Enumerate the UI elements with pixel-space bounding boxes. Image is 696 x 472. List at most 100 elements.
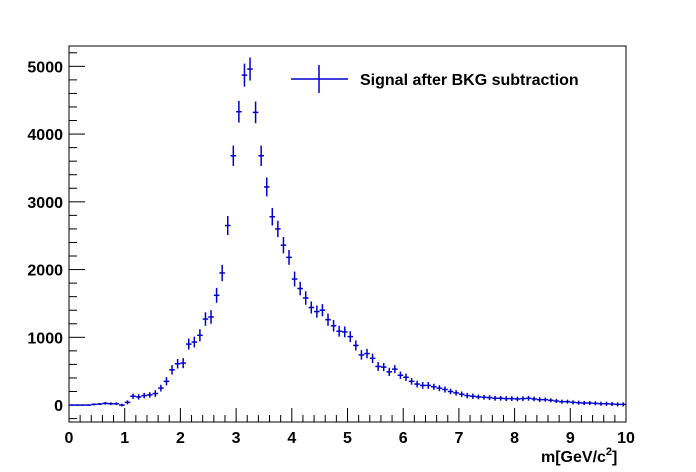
data-point: [403, 373, 409, 382]
data-point: [319, 304, 326, 317]
data-point: [548, 398, 554, 403]
x-tick-label: 10: [617, 430, 635, 447]
data-point: [503, 396, 510, 401]
data-point: [291, 271, 298, 287]
data-point: [364, 348, 370, 359]
x-tick-label: 6: [399, 430, 408, 447]
x-tick-label: 7: [454, 430, 463, 447]
data-point: [408, 377, 415, 385]
data-point: [146, 392, 153, 398]
x-tick-label: 1: [120, 430, 129, 447]
data-point: [219, 264, 225, 282]
data-point: [230, 145, 237, 166]
data-point: [614, 402, 621, 407]
data-point: [386, 367, 393, 376]
data-point: [341, 326, 348, 338]
data-point: [419, 382, 426, 389]
data-point: [224, 216, 231, 236]
data-point: [542, 397, 549, 402]
data-point: [91, 403, 97, 406]
data-point: [397, 371, 404, 379]
data-point: [470, 393, 476, 399]
data-point: [453, 390, 459, 396]
data-point: [525, 395, 532, 401]
data-point: [124, 400, 131, 405]
data-point: [163, 377, 170, 386]
data-point: [570, 400, 576, 405]
data-point: [581, 400, 588, 406]
data-point: [308, 301, 315, 314]
data-point: [587, 400, 593, 406]
data-point: [536, 397, 543, 403]
data-point: [575, 400, 582, 405]
data-point: [102, 402, 108, 405]
data-point: [85, 404, 92, 406]
data-point: [302, 291, 309, 305]
data-point: [247, 57, 253, 81]
data-point: [442, 386, 448, 393]
data-point: [141, 392, 147, 399]
data-point: [208, 310, 214, 324]
data-point: [236, 100, 242, 123]
data-point: [241, 63, 248, 87]
data-point: [185, 338, 192, 350]
data-point: [269, 207, 276, 226]
data-point: [380, 363, 387, 372]
data-point: [447, 388, 454, 395]
data-point: [96, 403, 103, 406]
data-point: [275, 220, 281, 238]
data-point: [492, 395, 498, 401]
data-point: [592, 401, 599, 406]
data-point: [553, 398, 560, 404]
data-point: [464, 392, 471, 399]
data-point: [531, 396, 537, 402]
data-point: [392, 365, 398, 374]
data-point: [481, 394, 487, 400]
data-point: [158, 384, 164, 392]
data-point: [347, 331, 354, 343]
data-point: [475, 394, 482, 400]
data-point: [486, 395, 493, 400]
data-point: [330, 320, 337, 332]
data-point: [202, 312, 209, 326]
data-point: [80, 404, 86, 406]
data-point: [336, 325, 342, 337]
data-point: [620, 402, 626, 407]
x-tick-label: 2: [176, 430, 185, 447]
y-tick-label: 3000: [27, 195, 63, 212]
data-point: [325, 313, 331, 326]
data-point: [559, 399, 565, 404]
y-tick-label: 5000: [27, 59, 63, 76]
data-point: [358, 350, 365, 360]
data-point: [263, 177, 270, 197]
data-point: [603, 401, 610, 406]
data-point: [113, 402, 120, 406]
x-tick-label: 0: [65, 430, 74, 447]
data-point: [598, 401, 604, 406]
y-tick-label: 1000: [27, 330, 63, 347]
data-points: [69, 57, 626, 407]
data-point: [119, 403, 125, 407]
data-point: [169, 365, 175, 375]
x-axis: 0 1 2 3 4 5 6 7 8 9 10: [65, 408, 635, 447]
data-point: [69, 404, 75, 406]
x-axis-title: m[GeV/c2]: [541, 446, 617, 466]
data-point: [353, 340, 359, 351]
data-point: [609, 402, 615, 407]
data-point: [564, 399, 571, 404]
data-point: [107, 402, 114, 406]
x-tick-label: 5: [343, 430, 352, 447]
y-tick-label: 0: [54, 398, 63, 415]
data-point: [213, 287, 220, 303]
data-point: [74, 404, 81, 406]
x-tick-label: 9: [566, 430, 575, 447]
data-point: [180, 357, 186, 369]
data-point: [286, 249, 292, 265]
data-point: [130, 393, 136, 399]
y-axis: 0 1000 2000 3000 4000 5000: [27, 52, 85, 420]
data-point: [425, 382, 432, 389]
data-point: [509, 396, 515, 401]
x-axis-title-close: ]: [612, 449, 617, 466]
data-point: [369, 353, 376, 364]
data-point: [314, 305, 320, 318]
